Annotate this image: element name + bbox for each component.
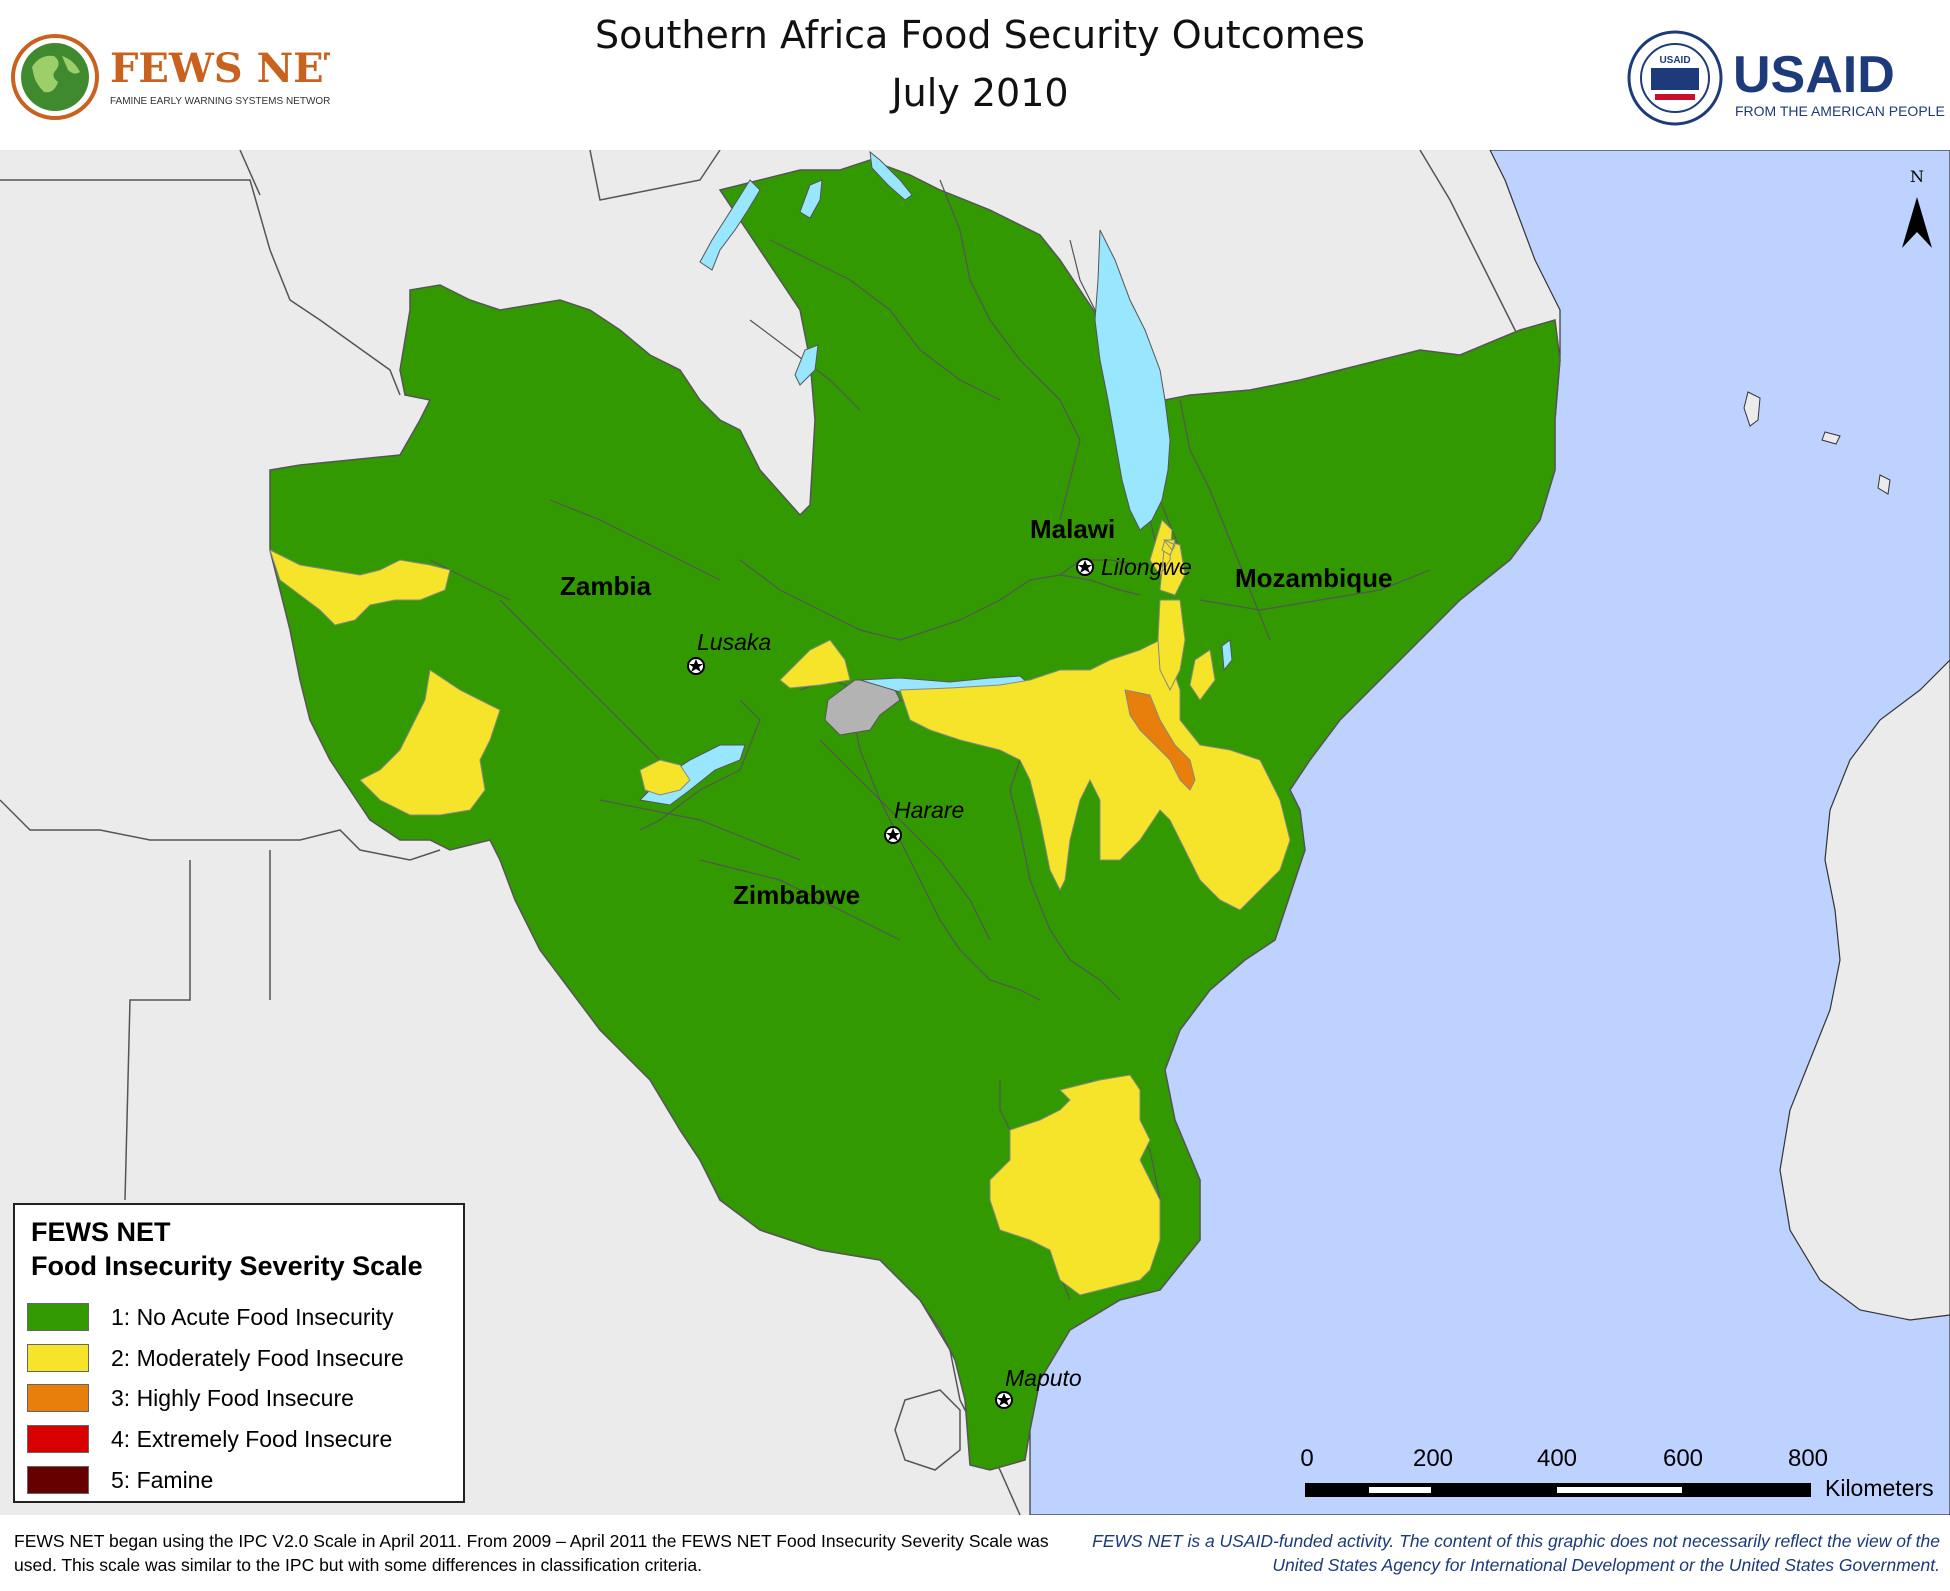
legend-swatch-phase3 [27, 1384, 89, 1412]
legend-title-line1: FEWS NET [31, 1217, 171, 1247]
label-lusaka: Lusaka [697, 629, 771, 655]
fews-net-logo: FEWS NET FAMINE EARLY WARNING SYSTEMS NE… [11, 34, 330, 120]
usaid-seal-text: USAID [1659, 55, 1690, 66]
phase2-zone-tete [899, 639, 1291, 911]
lake-malawi [1094, 229, 1171, 531]
legend-title-line2: Food Insecurity Severity Scale [31, 1251, 423, 1281]
lake-mweru [799, 179, 823, 219]
city-lusaka: Lusaka [687, 629, 771, 675]
legend-item: 4: Extremely Food Insecure [27, 1423, 457, 1455]
comoros-island [1743, 391, 1761, 427]
legend-label: 5: Famine [111, 1467, 214, 1493]
phase2-zone-west-zambia [269, 549, 451, 626]
legend-title: FEWS NET Food Insecurity Severity Scale [31, 1215, 423, 1283]
map-title-line2: July 2010 [891, 71, 1069, 115]
usaid-logo-tagline: FROM THE AMERICAN PEOPLE [1735, 103, 1945, 119]
label-malawi: Malawi [1030, 514, 1115, 544]
phase2-zone-southwest-zambia [359, 669, 501, 816]
scale-bar: 0 200 400 600 800 Kilometers [1300, 1445, 1950, 1515]
footer-disclaimer: FEWS NET is a USAID-funded activity. The… [1092, 1531, 1940, 1575]
scale-tick: 200 [1412, 1445, 1454, 1472]
legend-item: 2: Moderately Food Insecure [27, 1342, 457, 1374]
footer: FEWS NET began using the IPC V2.0 Scale … [0, 1515, 1950, 1591]
legend-label: 4: Extremely Food Insecure [111, 1426, 393, 1452]
label-zimbabwe: Zimbabwe [733, 880, 860, 910]
city-lilongwe: Lilongwe [1076, 554, 1192, 580]
comoros-island-2 [1821, 431, 1841, 445]
usaid-logo: USAID USAID FROM THE AMERICAN PEOPLE [1627, 30, 1945, 126]
phase2-zone-central-zambia [779, 639, 851, 689]
phase2-zone-lake-north [1161, 539, 1176, 556]
city-maputo: Maputo [995, 1365, 1082, 1409]
label-harare: Harare [894, 797, 964, 823]
scale-tick: 800 [1787, 1445, 1829, 1472]
phase2-zone-zambezi [639, 759, 691, 796]
scale-tick: 600 [1662, 1445, 1704, 1472]
map-title: Southern Africa Food Security Outcomes J… [420, 6, 1540, 122]
legend-swatch-phase4 [27, 1425, 89, 1453]
phase3-zone-shire-valley [1124, 689, 1196, 791]
legend-label: 2: Moderately Food Insecure [111, 1345, 404, 1371]
legend-label: 1: No Acute Food Insecurity [111, 1304, 394, 1330]
legend: FEWS NET Food Insecurity Severity Scale … [13, 1203, 465, 1503]
map-title-line1: Southern Africa Food Security Outcomes [595, 13, 1365, 57]
legend-item: 5: Famine [27, 1464, 457, 1496]
fews-logo-tagline: FAMINE EARLY WARNING SYSTEMS NETWORK [110, 96, 330, 107]
phase1-region [269, 159, 1561, 1471]
mayotte-island [1877, 474, 1891, 495]
madagascar [1779, 659, 1950, 1321]
label-mozambique: Mozambique [1235, 563, 1392, 593]
phase2-zone-malawi-south [1149, 519, 1216, 701]
legend-item: 3: Highly Food Insecure [27, 1382, 457, 1414]
legend-swatch-phase5 [27, 1466, 89, 1494]
legend-label: 3: Highly Food Insecure [111, 1385, 354, 1411]
label-zambia: Zambia [560, 571, 652, 601]
usaid-logo-text: USAID [1733, 46, 1895, 104]
legend-swatch-phase1 [27, 1303, 89, 1331]
lake-bangweulu [794, 344, 819, 386]
scale-bar-graphic [1305, 1483, 1811, 1497]
north-arrow: N [1902, 167, 1932, 248]
city-harare: Harare [884, 797, 964, 844]
scale-tick: 0 [1300, 1445, 1314, 1472]
scale-tick: 400 [1536, 1445, 1578, 1472]
legend-item: 1: No Acute Food Insecurity [27, 1301, 457, 1333]
scale-unit: Kilometers [1825, 1475, 1934, 1501]
north-label: N [1910, 167, 1924, 186]
eswatini [894, 1389, 961, 1471]
fews-logo-text: FEWS NET [110, 45, 330, 92]
lake-chilwa [1221, 639, 1233, 672]
legend-swatch-phase2 [27, 1344, 89, 1372]
phase2-zone-south-mozambique [989, 1074, 1161, 1296]
header: Southern Africa Food Security Outcomes J… [0, 0, 1950, 150]
footer-ipc-note: FEWS NET began using the IPC V2.0 Scale … [14, 1531, 1049, 1575]
label-lilongwe: Lilongwe [1101, 554, 1192, 580]
lake-tanganyika [699, 150, 913, 271]
label-maputo: Maputo [1005, 1365, 1082, 1391]
